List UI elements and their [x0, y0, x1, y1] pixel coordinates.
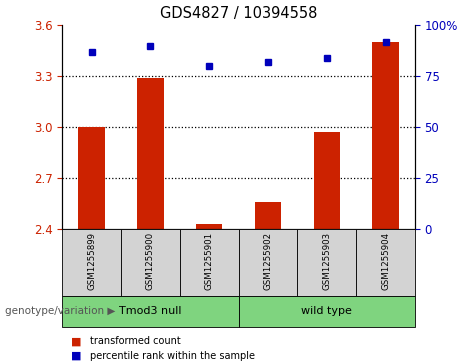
Text: GSM1255904: GSM1255904 [381, 232, 390, 290]
Bar [137, 78, 164, 229]
Bar [121, 229, 180, 296]
Bar [356, 229, 415, 296]
Bar [180, 229, 239, 296]
Text: GSM1255901: GSM1255901 [205, 232, 214, 290]
Text: Tmod3 null: Tmod3 null [119, 306, 182, 316]
Bar [239, 229, 297, 296]
Text: percentile rank within the sample: percentile rank within the sample [90, 351, 255, 361]
Bar [62, 296, 239, 327]
Bar [239, 296, 415, 327]
Text: ■: ■ [71, 336, 82, 346]
Bar [372, 42, 399, 229]
Text: transformed count: transformed count [90, 336, 181, 346]
Bar [313, 132, 340, 229]
Text: ■: ■ [71, 351, 82, 361]
Bar [297, 229, 356, 296]
Title: GDS4827 / 10394558: GDS4827 / 10394558 [160, 7, 317, 21]
Text: GSM1255902: GSM1255902 [263, 232, 272, 290]
Text: wild type: wild type [301, 306, 352, 316]
Text: GSM1255899: GSM1255899 [87, 232, 96, 290]
Text: GSM1255903: GSM1255903 [322, 232, 331, 290]
Text: GSM1255900: GSM1255900 [146, 232, 155, 290]
Bar [196, 224, 222, 229]
Bar [255, 201, 281, 229]
Bar [62, 229, 121, 296]
Text: genotype/variation ▶: genotype/variation ▶ [5, 306, 115, 316]
Bar [78, 127, 105, 229]
